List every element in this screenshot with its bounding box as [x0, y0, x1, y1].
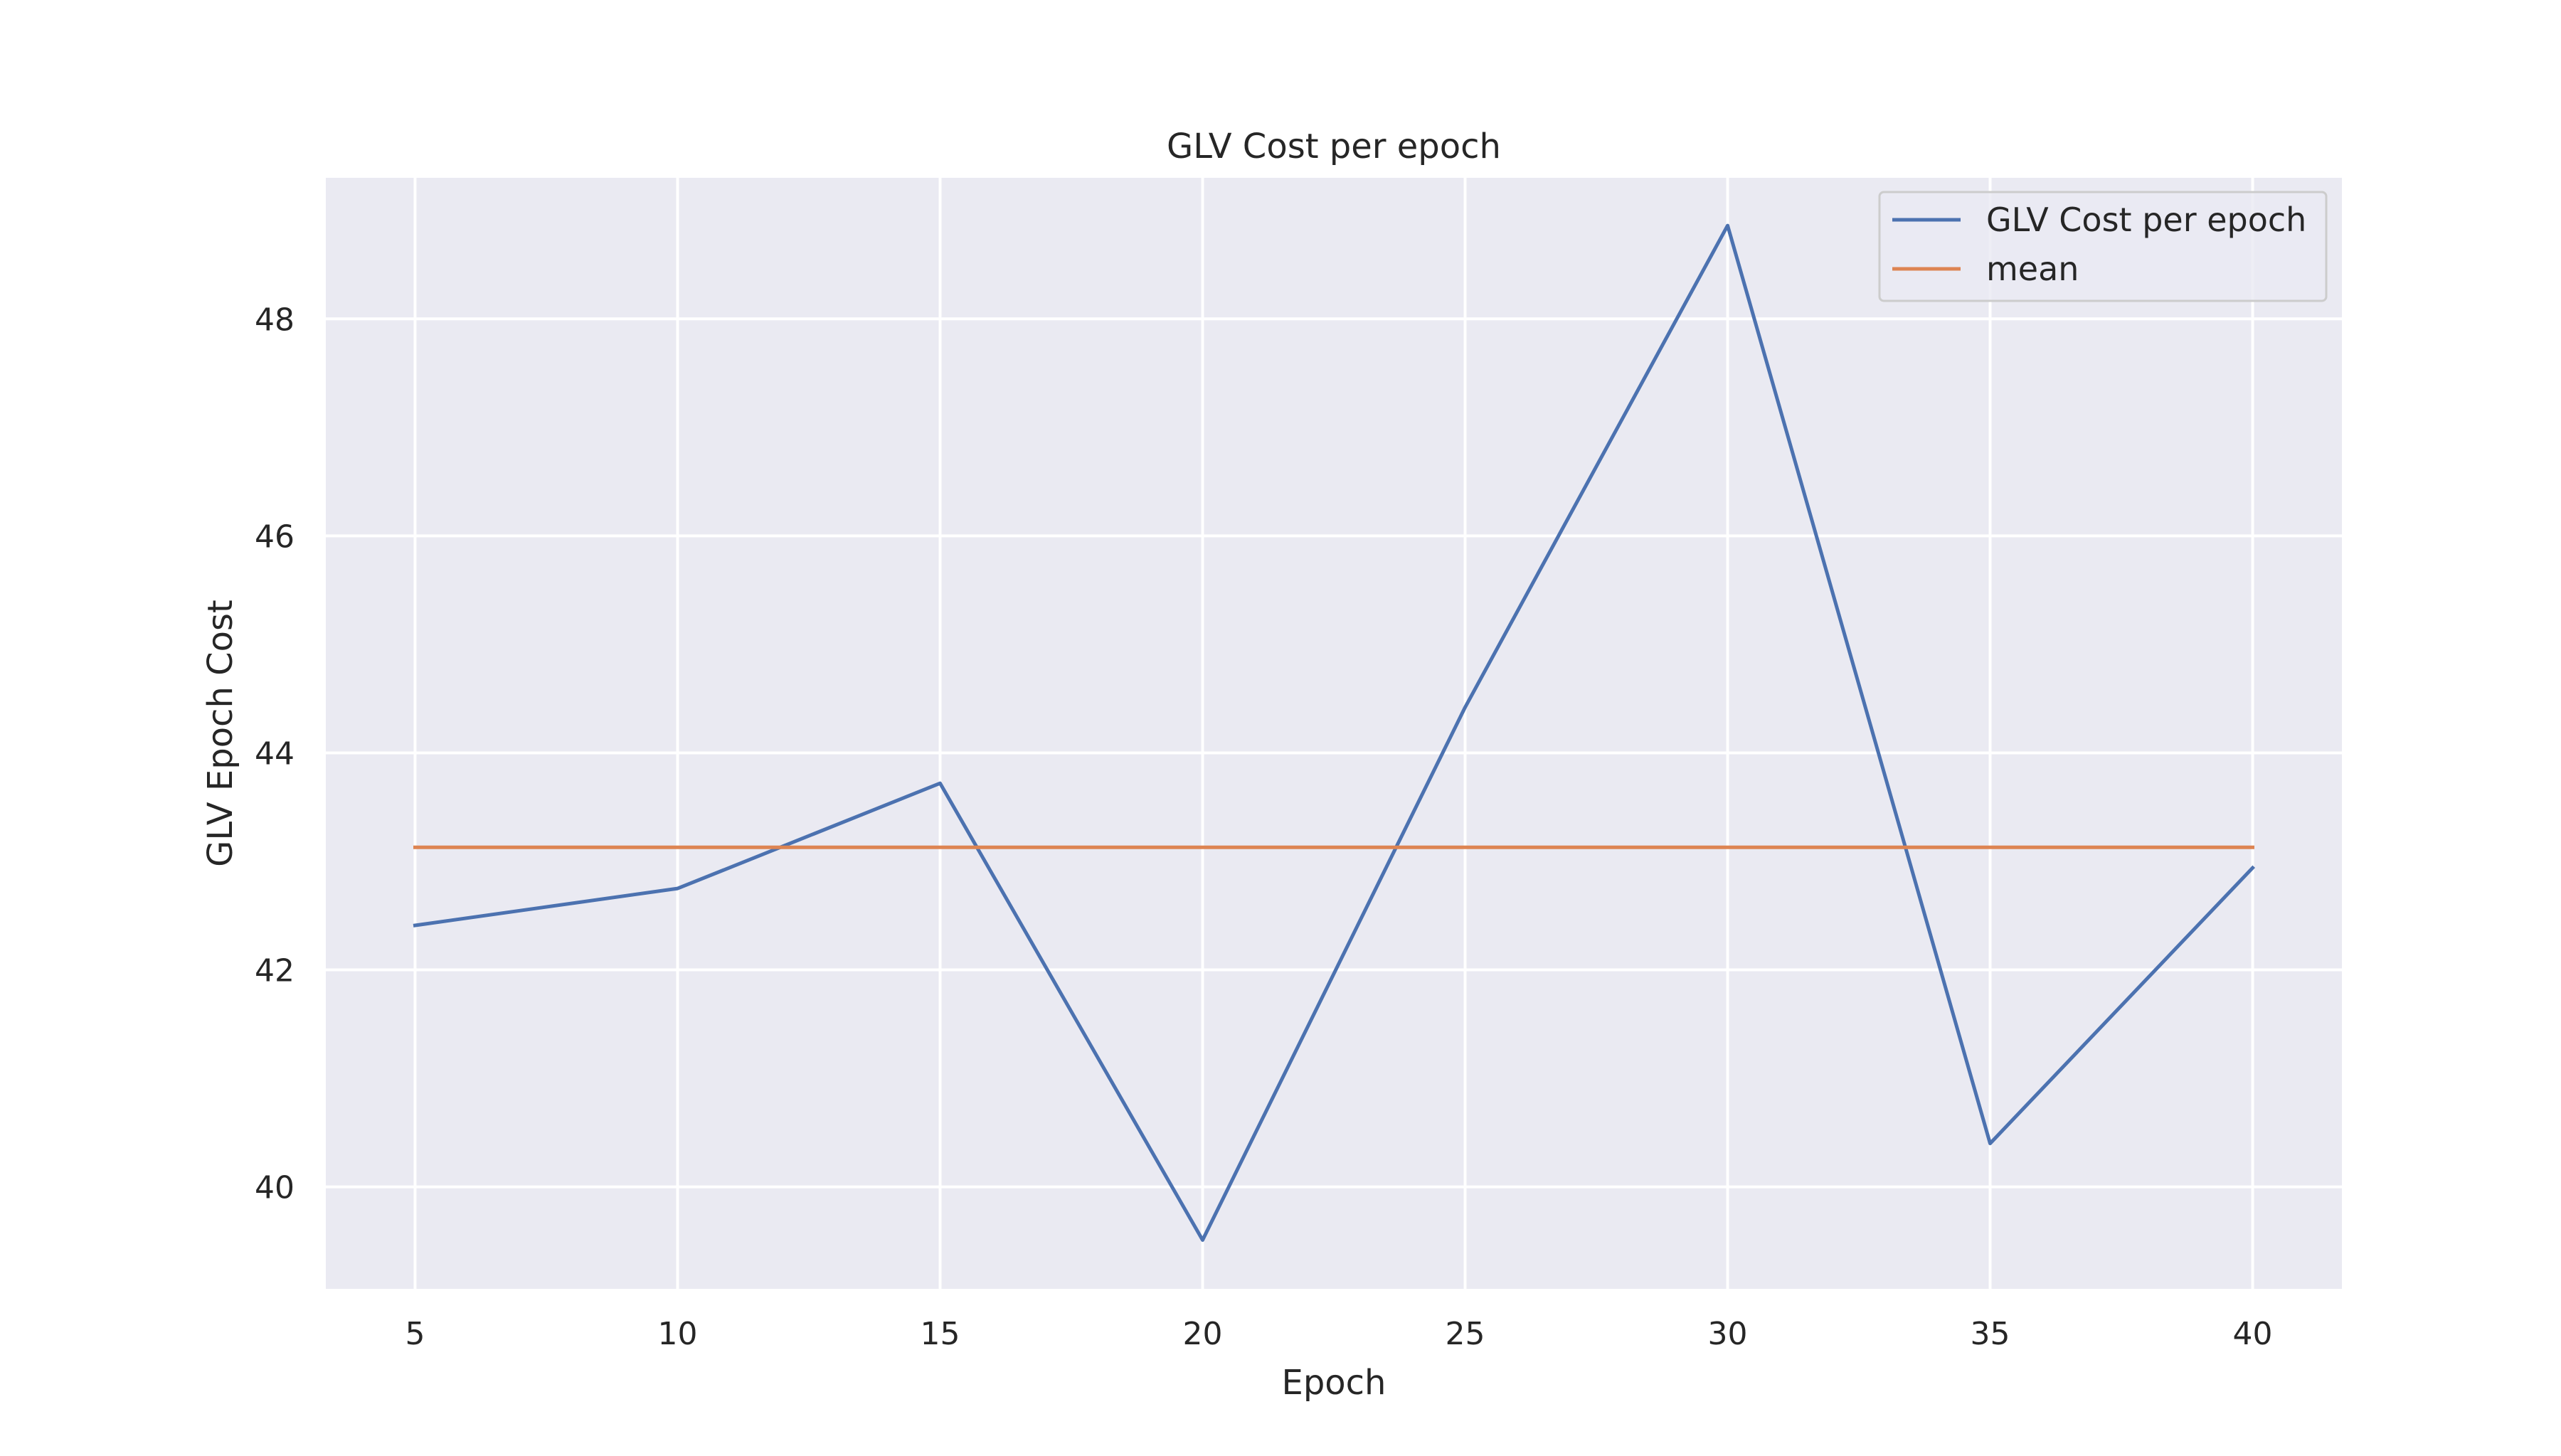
y-tick-label: 42: [255, 953, 295, 989]
x-tick-label: 35: [1971, 1316, 2010, 1352]
y-axis-label: GLV Epoch Cost: [201, 600, 240, 867]
x-tick-label: 15: [920, 1316, 960, 1352]
x-tick-label: 10: [657, 1316, 697, 1352]
legend-box: [1878, 191, 2328, 302]
y-tick-label: 40: [255, 1170, 295, 1206]
series-lines: [413, 223, 2256, 1242]
legend-label-glv-cost: GLV Cost per epoch: [1986, 201, 2306, 239]
tick-labels: 5 10 15 20 25 30 35 40 40 42 44 46 48: [255, 302, 2273, 1352]
y-tick-label: 46: [255, 519, 295, 555]
legend: GLV Cost per epoch mean: [1878, 191, 2328, 302]
legend-label-mean: mean: [1986, 250, 2079, 288]
plot-area: [326, 178, 2342, 1289]
chart-title: GLV Cost per epoch: [1167, 127, 1501, 166]
x-tick-label: 40: [2233, 1316, 2273, 1352]
x-tick-label: 5: [405, 1316, 425, 1352]
y-tick-label: 48: [255, 302, 295, 338]
x-axis-label: Epoch: [1282, 1363, 1386, 1403]
x-tick-label: 25: [1446, 1316, 1485, 1352]
x-tick-label: 30: [1708, 1316, 1748, 1352]
series-line-glv-cost: [413, 223, 2256, 1242]
x-tick-label: 20: [1182, 1316, 1222, 1352]
y-tick-label: 44: [255, 735, 295, 772]
